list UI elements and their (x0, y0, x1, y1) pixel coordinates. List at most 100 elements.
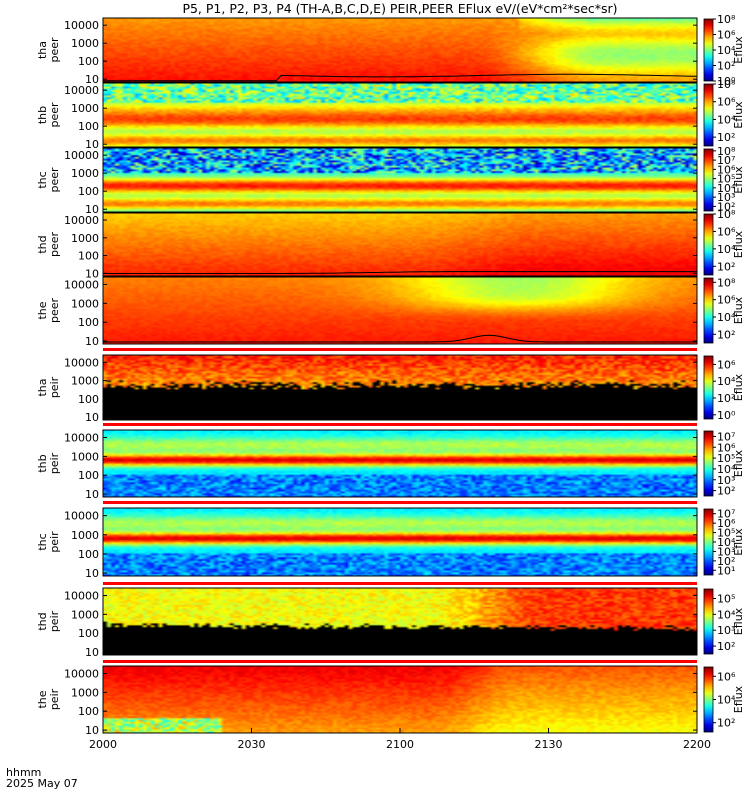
colorbar-tick-label: 10² (717, 60, 735, 73)
colorbar-tick-label: 10⁴ (717, 311, 736, 324)
colorbar-tick-label: 10⁶ (717, 517, 736, 530)
y-tick-label: 1000 (71, 232, 99, 245)
panel-probe-label: the (36, 690, 49, 708)
spectrogram-tha-peer (103, 18, 697, 82)
colorbar (703, 666, 714, 733)
colorbar (703, 588, 714, 655)
y-tick-label: 1000 (71, 608, 99, 621)
potential-line (103, 271, 697, 274)
y-tick-label: 10 (85, 724, 99, 737)
spectrogram-thb-peer (103, 83, 697, 147)
colorbar-label: Eflux (732, 449, 745, 477)
y-tick-label: 10000 (64, 668, 99, 681)
x-tick-label: 2000 (89, 738, 117, 751)
colorbar-tick-label: 10² (717, 485, 735, 498)
colorbar-label: Eflux (732, 607, 745, 635)
colorbar-tick-label: 10⁷ (717, 508, 735, 521)
colorbar-tick-label: 10⁵ (717, 527, 735, 540)
x-tick-label: 2130 (535, 738, 563, 751)
colorbar-tick-label: 10⁴ (717, 182, 736, 195)
colorbar-tick-label: 10⁶ (717, 163, 736, 176)
y-tick-label: 100 (78, 393, 99, 406)
panel-probe-label: thc (36, 171, 49, 188)
spectrogram-the-peer (103, 277, 697, 344)
colorbar (703, 508, 714, 576)
panel-separator-strip (103, 582, 697, 585)
spectrogram-thd-peir (103, 588, 697, 655)
panel-species-label: peer (48, 37, 61, 63)
panel-species-label: peir (48, 531, 61, 553)
y-tick-label: 10000 (64, 84, 99, 97)
y-tick-label: 10 (85, 203, 99, 216)
colorbar-tick-label: 10⁷ (717, 430, 735, 443)
panel-frame (102, 82, 698, 148)
panel-the-peir: 10 100 1000 10000 the peir 10⁶ 10⁴ 10² Eflux (36, 660, 745, 737)
panel-probe-label: thb (36, 454, 49, 472)
potential-line (103, 73, 698, 82)
panel-tha-peir: 10 100 1000 10000 tha peir 10⁶ 10⁴ 10² 10⁰ Eflux (36, 348, 745, 424)
y-tick-label: 1000 (71, 529, 99, 542)
panel-the-peer: 10 100 1000 10000 the peer 10⁸ 10⁶ 10⁴ 10² Eflux (36, 276, 745, 348)
y-tick-label: 100 (78, 627, 99, 640)
panel-thb-peer: 10 100 1000 10000 thb peer 10⁸ 10⁶ 10⁴ 10² Eflux (36, 78, 745, 151)
y-tick-label: 1000 (71, 167, 99, 180)
colorbar-tick-label: 10⁶ (717, 225, 736, 238)
panel-probe-label: thd (36, 235, 49, 253)
colorbar-label: Eflux (732, 528, 745, 556)
y-tick-label: 10000 (64, 510, 99, 523)
colorbar-tick-label: 10⁴ (717, 243, 736, 256)
panel-frame (102, 147, 698, 213)
colorbar (703, 355, 714, 420)
panel-separator-strip (103, 423, 697, 426)
x-tick-label: 2200 (683, 738, 711, 751)
colorbar-tick-label: 10⁴ (717, 608, 736, 621)
colorbar-tick-label: 10⁴ (717, 536, 736, 549)
colorbar-tick-label: 10⁸ (717, 276, 736, 289)
panel-species-label: peir (48, 610, 61, 632)
colorbar-tick-label: 10⁵ (717, 452, 735, 465)
panel-probe-label: thc (36, 533, 49, 550)
y-tick-label: 1000 (71, 102, 99, 115)
spectrogram-thc-peir (103, 508, 697, 576)
panel-probe-label: the (36, 301, 49, 319)
panel-species-label: peer (48, 167, 61, 193)
y-tick-label: 10000 (64, 149, 99, 162)
spectrogram-tha-peir (103, 355, 697, 420)
y-tick-label: 10000 (64, 214, 99, 227)
colorbar-tick-label: 10³ (717, 624, 735, 637)
y-tick-label: 1000 (71, 297, 99, 310)
panel-probe-label: thb (36, 106, 49, 124)
colorbar-tick-label: 10⁰ (717, 75, 736, 88)
panel-species-label: peir (48, 688, 61, 710)
time-axis: 2000 2030 2100 2130 2200 (89, 728, 711, 751)
y-tick-label: 10 (85, 335, 99, 348)
panel-probe-label: tha (36, 378, 49, 396)
panel-separator-strip (103, 501, 697, 504)
y-tick-label: 1000 (71, 450, 99, 463)
colorbar-tick-label: 10⁸ (717, 78, 736, 91)
panel-thc-peir: 10 100 1000 10000 thc peir 10⁷10⁶10⁵10⁴10³10²1… (36, 501, 745, 580)
colorbar-tick-label: 10³ (717, 191, 735, 204)
panel-probe-label: tha (36, 41, 49, 59)
colorbar-label: Eflux (732, 166, 745, 194)
panel-species-label: peer (48, 298, 61, 324)
x-tick-label: 2030 (238, 738, 266, 751)
colorbar-tick-label: 10⁶ (717, 441, 736, 454)
spectrogram-thb-peir (103, 430, 697, 497)
panel-probe-label: thd (36, 612, 49, 630)
panel-frame (102, 507, 698, 577)
colorbar-tick-label: 10⁴ (717, 694, 736, 707)
colorbar-tick-label: 10² (717, 717, 735, 730)
y-tick-label: 100 (78, 469, 99, 482)
spectrogram-thc-peer (103, 148, 697, 212)
panel-frame (102, 212, 698, 277)
colorbar-tick-label: 10⁵ (717, 173, 735, 186)
panel-tha-peer: 10 100 1000 10000 tha peer 10⁸ 10⁶ 10⁴ 10² 10⁰ Eflu… (36, 13, 745, 88)
colorbar-tick-label: 10² (717, 392, 735, 405)
panel-species-label: peer (48, 102, 61, 128)
y-tick-label: 10 (85, 138, 99, 151)
colorbar-tick-label: 10⁵ (717, 593, 735, 606)
colorbar-label: Eflux (732, 36, 745, 64)
panel-thd-peer: 10 100 1000 10000 thd peer 10⁸ 10⁶ 10⁴ 10² Eflux (36, 208, 745, 280)
